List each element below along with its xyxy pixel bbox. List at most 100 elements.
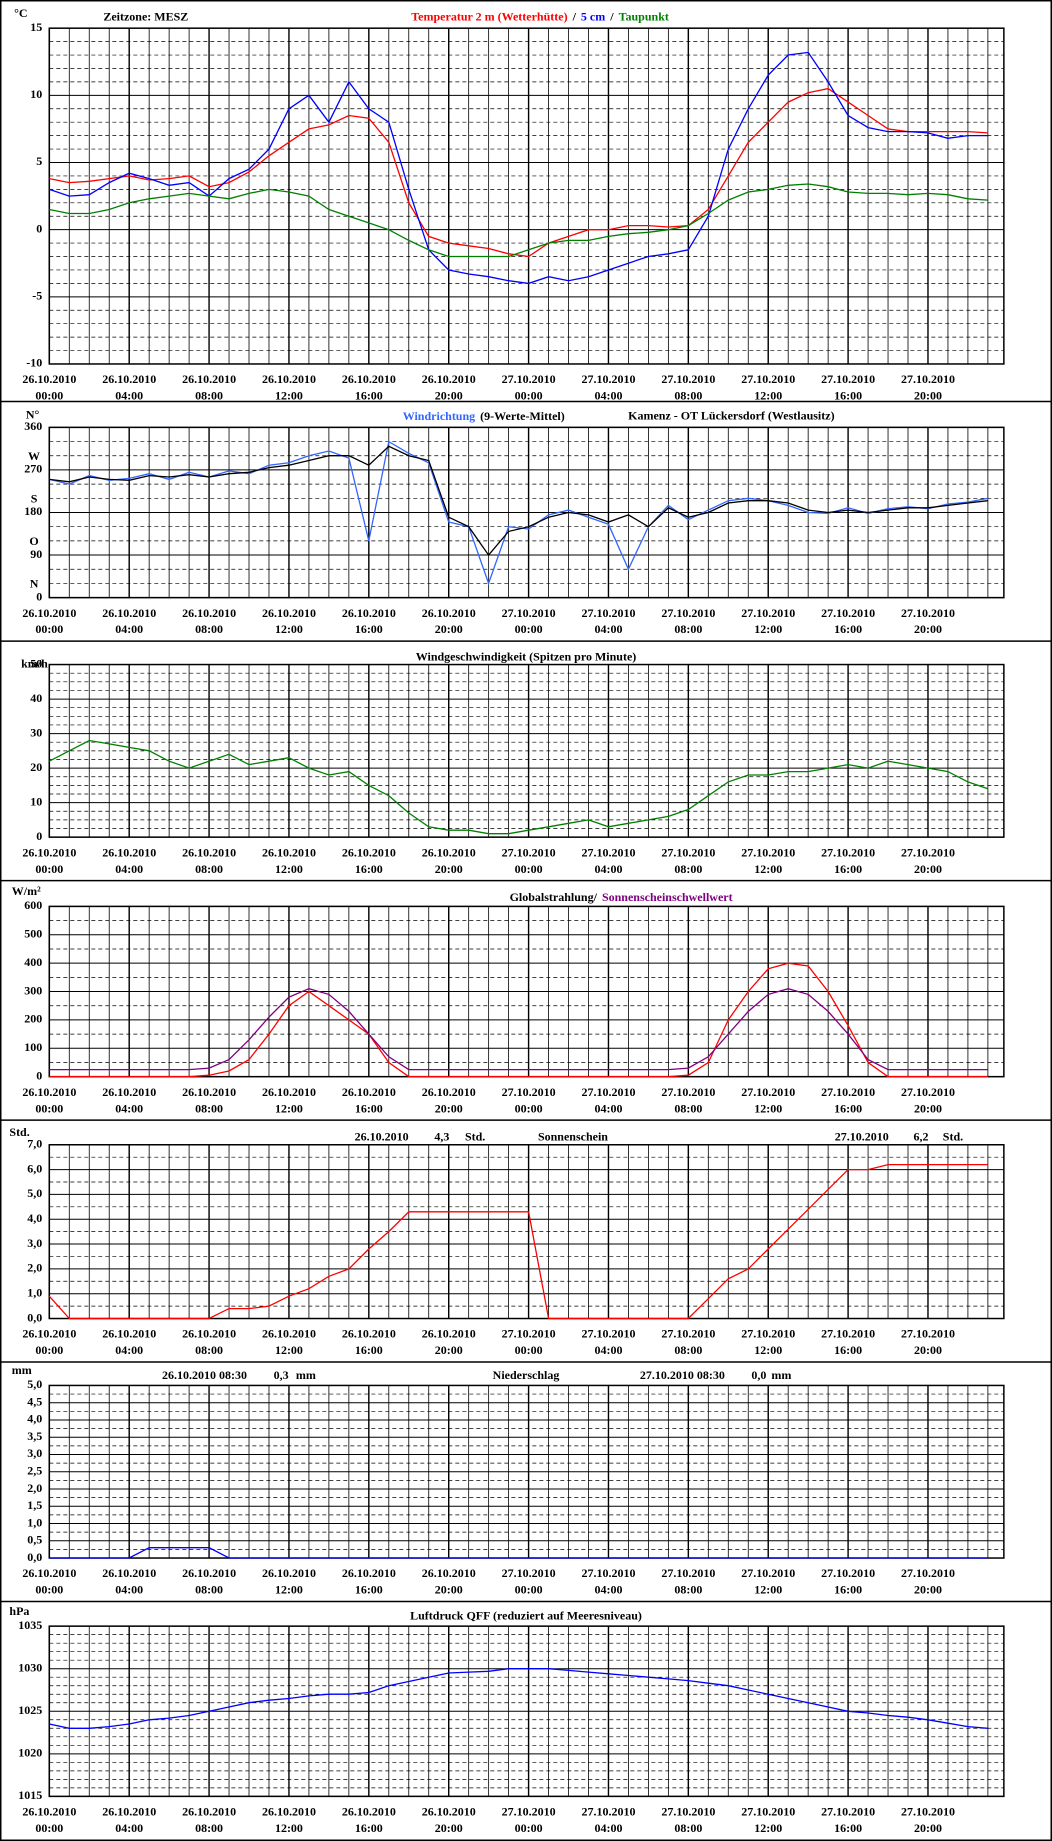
x-tick-date: 26.10.2010	[102, 845, 156, 859]
x-tick-date: 27.10.2010	[821, 1805, 875, 1819]
y-tick-label: 100	[24, 1040, 42, 1054]
x-tick-time: 16:00	[834, 1583, 862, 1597]
x-tick-time: 16:00	[834, 389, 862, 403]
x-tick-date: 27.10.2010	[901, 372, 955, 386]
x-tick-time: 12:00	[275, 1821, 303, 1835]
x-tick-date: 27.10.2010	[741, 845, 795, 859]
x-tick-date: 27.10.2010	[741, 1805, 795, 1819]
x-tick-date: 26.10.2010	[182, 606, 236, 620]
x-tick-date: 26.10.2010	[422, 606, 476, 620]
unit-label: N°	[26, 407, 40, 421]
series-line	[49, 183, 988, 258]
unit-label: km/h	[21, 656, 48, 670]
x-tick-time: 12:00	[275, 1343, 303, 1357]
y-tick-label: 180	[24, 504, 42, 518]
y-tick-label: 5	[36, 154, 42, 168]
x-tick-time: 12:00	[754, 389, 782, 403]
x-tick-date: 26.10.2010	[342, 1566, 396, 1580]
x-tick-time: 08:00	[674, 1101, 702, 1115]
direction-label: W	[28, 449, 40, 463]
annotation: 0,0	[751, 1368, 766, 1382]
y-tick-label: 30	[30, 725, 42, 739]
x-tick-date: 27.10.2010	[661, 606, 715, 620]
annotation: 27.10.2010	[835, 1129, 889, 1143]
series-line	[49, 1547, 988, 1559]
y-tick-label: 0	[36, 829, 42, 843]
y-tick-label: 15	[30, 20, 42, 34]
x-tick-date: 27.10.2010	[581, 845, 635, 859]
plot-frame	[48, 426, 1005, 599]
y-tick-label: 0,5	[27, 1533, 42, 1547]
x-tick-time: 04:00	[115, 862, 143, 876]
x-tick-time: 12:00	[275, 862, 303, 876]
y-tick-label: 6,0	[27, 1161, 42, 1175]
x-tick-time: 00:00	[35, 1101, 63, 1115]
x-tick-date: 26.10.2010	[342, 1805, 396, 1819]
x-tick-time: 00:00	[515, 1583, 543, 1597]
x-tick-date: 27.10.2010	[661, 1327, 715, 1341]
y-tick-label: -5	[32, 289, 42, 303]
series-line	[48, 1163, 988, 1320]
unit-label: W/m²	[12, 884, 41, 898]
x-tick-time: 08:00	[195, 389, 223, 403]
unit-label: Std.	[9, 1125, 29, 1139]
x-tick-time: 12:00	[754, 1583, 782, 1597]
x-tick-time: 08:00	[195, 1343, 223, 1357]
x-tick-time: 16:00	[834, 1101, 862, 1115]
x-tick-date: 27.10.2010	[661, 845, 715, 859]
x-tick-time: 12:00	[754, 1101, 782, 1115]
y-tick-label: 1030	[18, 1660, 42, 1674]
x-tick-time: 20:00	[435, 1101, 463, 1115]
panel-title: Globalstrahlung/Sonnenscheinschwellwert	[510, 890, 733, 904]
x-tick-date: 26.10.2010	[262, 1805, 316, 1819]
x-tick-time: 04:00	[594, 1821, 622, 1835]
x-tick-date: 27.10.2010	[581, 1566, 635, 1580]
x-tick-date: 26.10.2010	[262, 1566, 316, 1580]
annotation: 0,3	[274, 1368, 289, 1382]
x-tick-time: 08:00	[674, 862, 702, 876]
y-tick-label: -10	[26, 356, 42, 370]
plot-frame	[48, 663, 1005, 838]
y-tick-label: 3,0	[27, 1236, 42, 1250]
x-tick-date: 26.10.2010	[422, 1566, 476, 1580]
y-tick-label: 600	[24, 898, 42, 912]
x-tick-date: 27.10.2010	[661, 1566, 715, 1580]
direction-label: N	[30, 576, 39, 590]
x-tick-time: 08:00	[195, 862, 223, 876]
x-tick-date: 27.10.2010	[581, 606, 635, 620]
title-part: Luftdruck QFF (reduziert auf Meeresnivea…	[410, 1608, 642, 1622]
y-tick-label: 40	[30, 691, 42, 705]
x-tick-date: 26.10.2010	[102, 372, 156, 386]
y-tick-label: 7,0	[27, 1137, 42, 1151]
x-tick-date: 26.10.2010	[422, 845, 476, 859]
x-tick-time: 20:00	[435, 389, 463, 403]
series-line	[49, 87, 988, 258]
y-tick-label: 4,5	[27, 1394, 42, 1408]
x-tick-date: 27.10.2010	[661, 372, 715, 386]
x-tick-time: 04:00	[115, 622, 143, 636]
x-tick-time: 12:00	[754, 1821, 782, 1835]
x-tick-date: 26.10.2010	[182, 372, 236, 386]
y-tick-label: 90	[30, 547, 42, 561]
x-tick-time: 16:00	[355, 1343, 383, 1357]
x-tick-time: 00:00	[35, 1343, 63, 1357]
x-tick-date: 27.10.2010	[502, 372, 556, 386]
panel-title: Windrichtung (9-Werte-Mittel)	[403, 409, 565, 423]
x-tick-time: 16:00	[834, 1343, 862, 1357]
title-part: /	[609, 9, 614, 23]
x-tick-date: 27.10.2010	[661, 1085, 715, 1099]
x-tick-date: 26.10.2010	[22, 1327, 76, 1341]
annotation: Zeitzone: MESZ	[103, 9, 188, 23]
plot-frame	[48, 27, 1005, 365]
x-tick-time: 16:00	[834, 622, 862, 636]
x-tick-time: 20:00	[914, 1583, 942, 1597]
y-tick-label: 0,0	[27, 1550, 42, 1564]
x-tick-date: 26.10.2010	[422, 1085, 476, 1099]
x-tick-date: 26.10.2010	[22, 606, 76, 620]
x-tick-time: 20:00	[435, 862, 463, 876]
series-line	[49, 739, 989, 835]
x-tick-date: 26.10.2010	[422, 1327, 476, 1341]
y-tick-label: 1,0	[27, 1515, 42, 1529]
x-tick-date: 26.10.2010	[262, 372, 316, 386]
